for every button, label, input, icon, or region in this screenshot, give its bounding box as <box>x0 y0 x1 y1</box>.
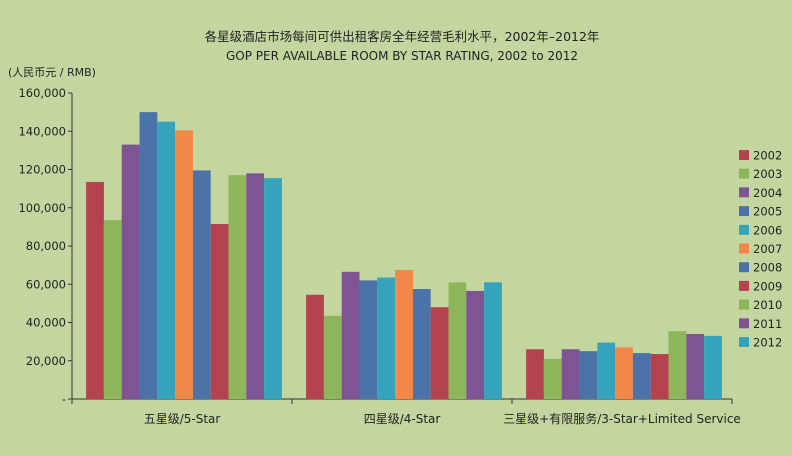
y-tick-label: 140,000 <box>18 124 66 138</box>
bar-2003-1 <box>323 315 342 399</box>
legend-swatch-2008 <box>739 262 749 273</box>
bar-2006-0 <box>157 121 176 399</box>
legend-label: 2003 <box>753 167 782 181</box>
legend-label: 2004 <box>753 186 782 200</box>
legend: 2002 2003 2004 2005 2006 2007 2008 2009 2010 2011… <box>739 149 782 350</box>
bar-2002-1 <box>306 294 324 399</box>
bar-2004-0 <box>121 144 140 399</box>
legend-label: 2007 <box>753 242 782 256</box>
bar-2009-0 <box>210 224 229 399</box>
bar-2002-0 <box>86 181 104 399</box>
bar-2011-1 <box>466 290 485 399</box>
legend-swatch-2006 <box>739 224 749 235</box>
x-category-label: 五星级/5-Star <box>144 412 221 426</box>
legend-swatch-2012 <box>739 337 749 347</box>
bar-2009-1 <box>430 307 449 399</box>
x-category-label: 三星级+有限服务/3-Star+Limited Service <box>503 411 741 426</box>
bar-2007-2 <box>615 347 633 399</box>
chart-title: 各星级酒店市场每间可供出租客房全年经营毛利水平，2002年–2012年 <box>205 29 600 44</box>
legend-swatch-2009 <box>739 280 749 291</box>
bar-2012-2 <box>704 335 722 399</box>
x-category-label: 四星级/4-Star <box>364 412 441 426</box>
y-axis-label: (人民币元 / RMB) <box>8 66 96 79</box>
legend-label: 2008 <box>753 261 782 275</box>
legend-swatch-2004 <box>739 187 749 198</box>
bar-2012-1 <box>484 282 502 399</box>
legend-label: 2006 <box>753 223 782 237</box>
legend-swatch-2011 <box>739 318 749 329</box>
bar-2011-0 <box>246 173 265 399</box>
y-tick-label: 40,000 <box>26 316 66 330</box>
legend-swatch-2010 <box>739 299 749 310</box>
y-tick-label: 60,000 <box>26 277 66 291</box>
bar-2002-2 <box>526 349 544 399</box>
bar-2007-0 <box>175 130 193 399</box>
bar-2009-2 <box>650 354 669 399</box>
legend-swatch-2002 <box>739 150 749 160</box>
bar-2008-1 <box>412 289 431 399</box>
y-tick-label: 100,000 <box>18 201 66 215</box>
chart-subtitle: GOP PER AVAILABLE ROOM BY STAR RATING, 2… <box>226 49 578 63</box>
bar-2010-0 <box>228 175 247 399</box>
bar-2004-1 <box>341 271 360 399</box>
bar-2004-2 <box>561 349 580 399</box>
bar-2010-1 <box>448 282 467 399</box>
legend-label: 2005 <box>753 205 782 219</box>
bar-2008-2 <box>632 353 651 399</box>
bar-2006-1 <box>377 277 396 399</box>
bar-2006-2 <box>597 342 616 399</box>
legend-label: 2012 <box>753 336 782 350</box>
legend-swatch-2005 <box>739 206 749 217</box>
legend-label: 2011 <box>753 317 782 331</box>
bar-2007-1 <box>395 269 413 399</box>
bar-2005-2 <box>579 351 598 399</box>
y-tick-label: 80,000 <box>26 239 66 253</box>
legend-label: 2010 <box>753 298 782 312</box>
legend-label: 2009 <box>753 279 782 293</box>
bar-2005-1 <box>359 280 378 399</box>
bar-2012-0 <box>264 178 282 399</box>
y-tick-label: - <box>62 392 66 406</box>
plot-area: - 20,000 40,000 60,000 80,000 100,000 120,000 1… <box>18 86 740 426</box>
bar-2011-2 <box>686 333 705 399</box>
bar-2003-2 <box>543 358 562 399</box>
legend-swatch-2007 <box>739 243 749 254</box>
bar-2003-0 <box>103 220 122 399</box>
y-tick-label: 120,000 <box>18 163 66 177</box>
bar-2008-0 <box>192 170 211 399</box>
y-tick-label: 20,000 <box>26 354 66 368</box>
y-tick-label: 160,000 <box>18 86 66 100</box>
bar-2010-2 <box>668 331 687 399</box>
legend-swatch-2003 <box>739 168 749 179</box>
bar-2005-0 <box>139 112 158 399</box>
legend-label: 2002 <box>753 149 782 163</box>
